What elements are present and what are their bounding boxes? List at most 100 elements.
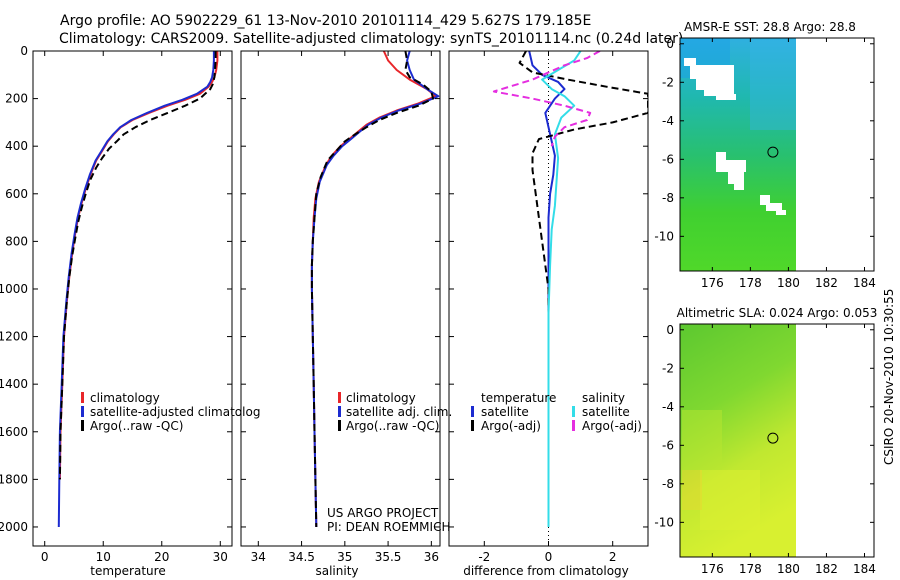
x-tick-label: 2 (609, 550, 617, 564)
x-tick-label: 180 (777, 562, 800, 576)
x-tick-label: 10 (96, 550, 111, 564)
y-tick-label: -10 (654, 515, 674, 529)
legend-label-satellite-adj: satellite adj. clim. (346, 405, 452, 419)
figure-title-line2: Climatology: CARS2009. Satellite-adjuste… (59, 31, 683, 47)
x-tick-label: 35.5 (375, 550, 402, 564)
legend-label-climatology: climatology (346, 391, 416, 405)
argo-location-marker (767, 146, 779, 158)
y-tick-label: 600 (5, 187, 28, 201)
series-line-salinity-argo-adj- (492, 51, 601, 147)
legend-swatch-sal-argo (572, 420, 575, 431)
y-tick-label: 400 (5, 139, 28, 153)
x-tick-label: 184 (853, 276, 876, 290)
series-line-argo-raw-qc- (58, 51, 217, 480)
legend-swatch-satellite-adjusted (81, 406, 84, 417)
x-tick-label: 35 (337, 550, 352, 564)
temperature-legend: climatology satellite-adjusted climatolo… (81, 391, 260, 433)
x-tick-label: -2 (478, 550, 490, 564)
temperature-panel: 0 10 20 30 0 200 400 600 800 1000 1200 1400 1600 1800… (0, 44, 260, 578)
sst-map-title: AMSR-E SST: 28.8 Argo: 28.8 (684, 20, 856, 34)
y-tick-label: -8 (662, 477, 674, 491)
series-line-salinity-satellite (541, 51, 582, 527)
y-tick-label: 0 (666, 323, 674, 337)
x-tick-label: 176 (701, 276, 724, 290)
sla-map-panel: Altimetric SLA: 0.024 Argo: 0.053 176 178… (654, 306, 877, 576)
legend-swatch-temp-argo (471, 420, 474, 431)
legend-heading-temperature: temperature (481, 391, 556, 405)
sst-map-frame (679, 37, 875, 272)
x-tick-label: 180 (777, 276, 800, 290)
series-line-satellite-adjusted-climatology (57, 51, 215, 528)
legend-swatch-climatology (81, 392, 84, 403)
sla-patch-3 (682, 470, 702, 510)
series-line-argo-raw-qc- (310, 51, 435, 528)
x-tick-label: 0 (545, 550, 553, 564)
legend-label-temp-satellite: satellite (481, 405, 529, 419)
temperature-axes-frame (32, 50, 233, 547)
sla-patch-1 (682, 410, 722, 470)
legend-label-climatology: climatology (90, 391, 160, 405)
sla-patch-2 (700, 470, 760, 530)
legend-label-sal-satellite: satellite (582, 405, 630, 419)
x-tick-label: 182 (815, 562, 838, 576)
x-tick-label: 178 (739, 562, 762, 576)
legend-swatch-argo (81, 420, 84, 431)
legend-label-argo: Argo(..raw -QC) (346, 419, 439, 433)
sst-blue-patch (750, 40, 796, 130)
y-tick-label: -4 (662, 400, 674, 414)
y-tick-label: 0 (20, 44, 28, 58)
y-tick-label: 2000 (0, 520, 28, 534)
x-tick-label: 34.5 (288, 550, 315, 564)
x-tick-label: 176 (701, 562, 724, 576)
y-tick-label: -6 (662, 152, 674, 166)
y-tick-label: 800 (5, 234, 28, 248)
legend-swatch-argo (338, 420, 341, 431)
legend-label-satellite-adjusted: satellite-adjusted climatolog (90, 405, 260, 419)
y-tick-label: 0 (666, 37, 674, 51)
difference-panel: -2 0 2 difference from climatology tempera… (448, 50, 649, 578)
salinity-axes-frame (240, 50, 441, 547)
salinity-legend: climatology satellite adj. clim. Argo(..… (338, 391, 452, 433)
y-tick-label: -8 (662, 191, 674, 205)
sla-map-frame (679, 323, 875, 558)
y-tick-label: 1600 (0, 425, 28, 439)
legend-heading-salinity: salinity (582, 391, 625, 405)
legend-label-sal-argo: Argo(-adj) (582, 419, 642, 433)
series-line-temperature-argo-adj- (518, 51, 648, 527)
credit-pi: PI: DEAN ROEMMICH (327, 520, 450, 534)
legend-swatch-climatology (338, 392, 341, 403)
salinity-panel: 34 34.5 35 35.5 36 salinity climatology sate… (240, 50, 452, 578)
argo-location-marker (767, 432, 779, 444)
legend-swatch-satellite-adj (338, 406, 341, 417)
x-tick-label: 178 (739, 276, 762, 290)
y-tick-label: -2 (662, 361, 674, 375)
y-tick-label: -4 (662, 114, 674, 128)
difference-legend: temperature satellite Argo(-adj) salinit… (471, 391, 642, 433)
x-tick-label: 36 (424, 550, 439, 564)
x-tick-label: 30 (213, 550, 228, 564)
x-tick-label: 184 (853, 562, 876, 576)
x-tick-label: 20 (154, 550, 169, 564)
y-tick-label: -10 (654, 229, 674, 243)
figure-title-line1: Argo profile: AO 5902229_61 13-Nov-2010 … (60, 13, 591, 29)
y-tick-label: 1800 (0, 472, 28, 486)
y-tick-label: 1000 (0, 282, 28, 296)
y-tick-label: 200 (5, 92, 28, 106)
temperature-xlabel: temperature (90, 564, 165, 578)
legend-swatch-temp-satellite (471, 406, 474, 417)
y-tick-label: -6 (662, 438, 674, 452)
sla-map-title: Altimetric SLA: 0.024 Argo: 0.053 (677, 306, 878, 320)
y-tick-label: 1400 (0, 377, 28, 391)
y-tick-label: -2 (662, 75, 674, 89)
csiro-timestamp: CSIRO 20-Nov-2010 10:30:55 (882, 289, 896, 465)
credit-project: US ARGO PROJECT (327, 506, 439, 520)
legend-label-argo: Argo(..raw -QC) (90, 419, 183, 433)
difference-xlabel: difference from climatology (463, 564, 629, 578)
x-tick-label: 34 (251, 550, 266, 564)
x-tick-label: 0 (41, 550, 49, 564)
salinity-xlabel: salinity (315, 564, 358, 578)
legend-label-temp-argo: Argo(-adj) (481, 419, 541, 433)
sst-cloud-mask (684, 58, 786, 215)
x-tick-label: 182 (815, 276, 838, 290)
